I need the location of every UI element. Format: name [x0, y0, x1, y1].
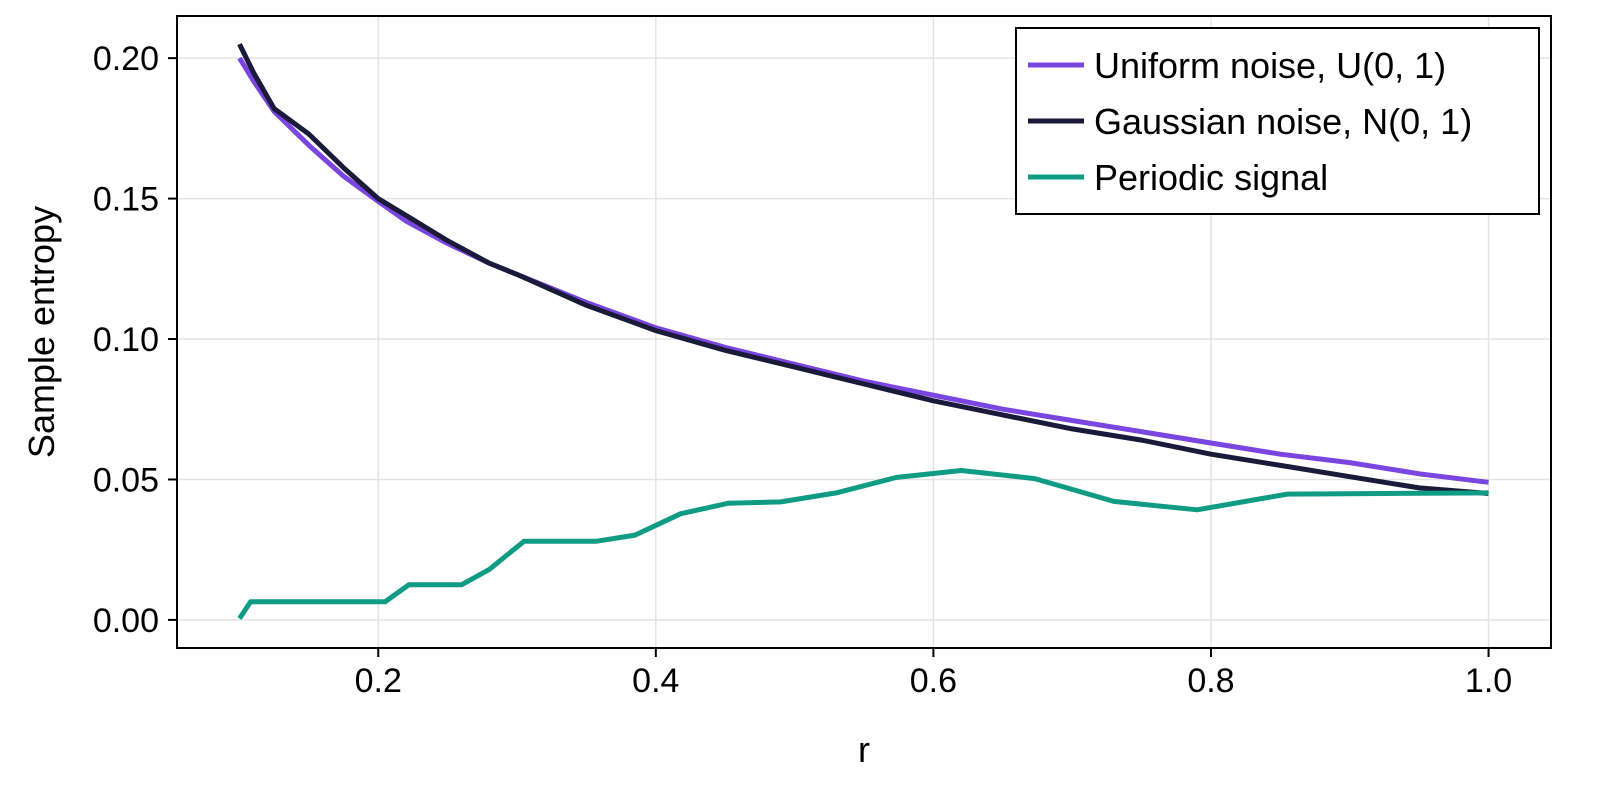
- y-tick-label: 0.20: [93, 40, 159, 78]
- x-tick-label: 0.8: [1187, 662, 1234, 700]
- legend-box: [1015, 27, 1540, 215]
- legend-entry-label: Uniform noise, U(0, 1): [1094, 45, 1446, 86]
- plot-frame: [176, 15, 1552, 649]
- y-tick-label: 0.00: [93, 602, 159, 640]
- x-axis-label: r: [858, 729, 870, 770]
- y-tick-label: 0.15: [93, 181, 159, 219]
- x-tick-label: 0.2: [355, 662, 402, 700]
- series-line-2: [237, 468, 1489, 620]
- legend-entry-label: Periodic signal: [1094, 157, 1328, 198]
- series-lines: [237, 42, 1489, 620]
- y-axis: Sample entropy: [21, 206, 62, 458]
- x-axis: r: [858, 729, 870, 770]
- series-line-1: [237, 42, 1489, 496]
- x-tick-label: 0.6: [910, 662, 957, 700]
- x-tick-label: 1.0: [1465, 662, 1512, 700]
- y-axis-label: Sample entropy: [21, 206, 62, 458]
- y-tick-label: 0.10: [93, 321, 159, 359]
- series-line-0: [237, 56, 1489, 485]
- legend: Uniform noise, U(0, 1) Gaussian noise, N(…: [1015, 27, 1540, 215]
- legend-entry-label: Gaussian noise, N(0, 1): [1094, 101, 1472, 142]
- y-tick-label: 0.05: [93, 461, 159, 499]
- axis-ticks: 0.2 0.4 0.6 0.8 1.0 0.00 0.05 0.10 0.15 0.20: [93, 40, 1512, 700]
- x-tick-label: 0.4: [632, 662, 679, 700]
